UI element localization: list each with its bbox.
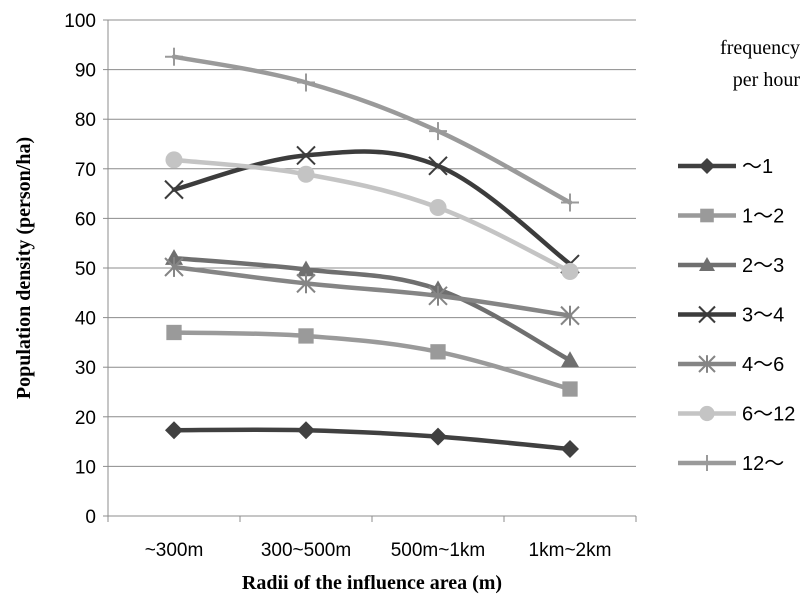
series-1	[166, 324, 578, 397]
data-point-triangle	[297, 260, 315, 277]
data-point-circle	[561, 262, 579, 281]
data-point-triangle	[165, 249, 183, 265]
data-point-square	[298, 328, 314, 344]
data-point-plus	[699, 455, 715, 471]
legend-item: 6～12	[678, 404, 795, 426]
x-tick-label: ~300m	[145, 540, 204, 561]
legend-label: 2～3	[742, 255, 784, 277]
series-line	[171, 255, 573, 363]
y-tick-label: 80	[75, 110, 96, 131]
series-line	[171, 157, 573, 274]
series-5	[165, 151, 579, 281]
data-point-asterisk	[560, 305, 580, 326]
data-point-circle	[297, 165, 315, 183]
y-axis-title: Population density (person/ha)	[13, 137, 35, 399]
legend-label: 3～4	[742, 305, 784, 327]
data-point-asterisk	[296, 273, 316, 294]
legend-item: 1～2	[678, 206, 784, 228]
legend-label: 1～2	[742, 206, 784, 228]
series-4	[164, 257, 580, 326]
data-point-asterisk	[164, 257, 184, 277]
data-point-circle	[699, 405, 715, 422]
x-tick-label: 300~500m	[261, 540, 351, 561]
series-line	[171, 149, 573, 267]
legend-label: 6～12	[742, 404, 795, 426]
y-tick-label: 40	[75, 309, 96, 330]
data-point-square	[430, 344, 446, 360]
data-point-diamond	[429, 427, 447, 446]
y-tick-label: 50	[75, 259, 96, 280]
data-point-x	[698, 305, 716, 324]
data-point-x	[164, 179, 184, 200]
y-tick-label: 30	[75, 358, 96, 379]
data-point-plus	[429, 122, 447, 141]
series-group	[164, 47, 580, 459]
legend: frequency per hour ～1 1～2 2～3 3～4 4～6 6～12 12～	[678, 37, 800, 475]
data-point-diamond	[165, 421, 183, 440]
legend-title: frequency	[720, 37, 800, 59]
data-point-triangle	[699, 257, 715, 271]
y-tick-label: 0	[85, 507, 96, 528]
legend-label: 12～	[742, 453, 784, 475]
legend-item: 4～6	[678, 354, 784, 376]
data-point-asterisk	[698, 355, 716, 373]
data-point-x	[296, 145, 316, 166]
data-point-square	[700, 208, 714, 223]
y-tick-label: 90	[75, 61, 96, 82]
data-point-plus	[165, 47, 183, 66]
y-tick-label: 60	[75, 209, 96, 230]
data-point-diamond	[699, 158, 715, 174]
data-point-diamond	[297, 421, 315, 440]
series-line	[171, 427, 573, 452]
legend-item: ～1	[678, 156, 773, 178]
data-point-square	[562, 381, 578, 397]
legend-item: 2～3	[678, 255, 784, 277]
series-line	[171, 330, 573, 392]
data-point-plus	[297, 73, 315, 92]
series-0	[165, 421, 579, 459]
data-point-circle	[165, 151, 183, 169]
axes: 0 10 20 30 40 50 60 70 80 90 100 ~300m 300~500m 500m~…	[64, 11, 637, 561]
data-point-asterisk	[428, 285, 448, 306]
legend-item: 12～	[678, 453, 784, 475]
y-tick-label: 20	[75, 408, 96, 429]
data-point-diamond	[561, 440, 579, 459]
series-line	[171, 54, 573, 205]
x-tick-label: 500m~1km	[391, 540, 486, 561]
x-axis-title: Radii of the influence area (m)	[242, 572, 502, 594]
legend-item: 3～4	[678, 305, 784, 327]
y-tick-label: 100	[64, 11, 96, 32]
legend-label: 4～6	[742, 354, 784, 376]
y-tick-label: 70	[75, 160, 96, 181]
data-point-circle	[429, 198, 447, 217]
x-tick-label: 1km~2km	[529, 540, 612, 561]
series-6	[165, 47, 579, 212]
data-point-square	[166, 324, 182, 341]
data-point-triangle	[561, 351, 579, 368]
y-tick-label: 10	[75, 457, 96, 478]
data-point-plus	[561, 193, 579, 212]
legend-label: ～1	[742, 156, 773, 178]
series-line	[171, 264, 573, 318]
data-point-x	[428, 156, 448, 176]
legend-title: per hour	[733, 69, 801, 91]
gridlines	[108, 19, 636, 467]
